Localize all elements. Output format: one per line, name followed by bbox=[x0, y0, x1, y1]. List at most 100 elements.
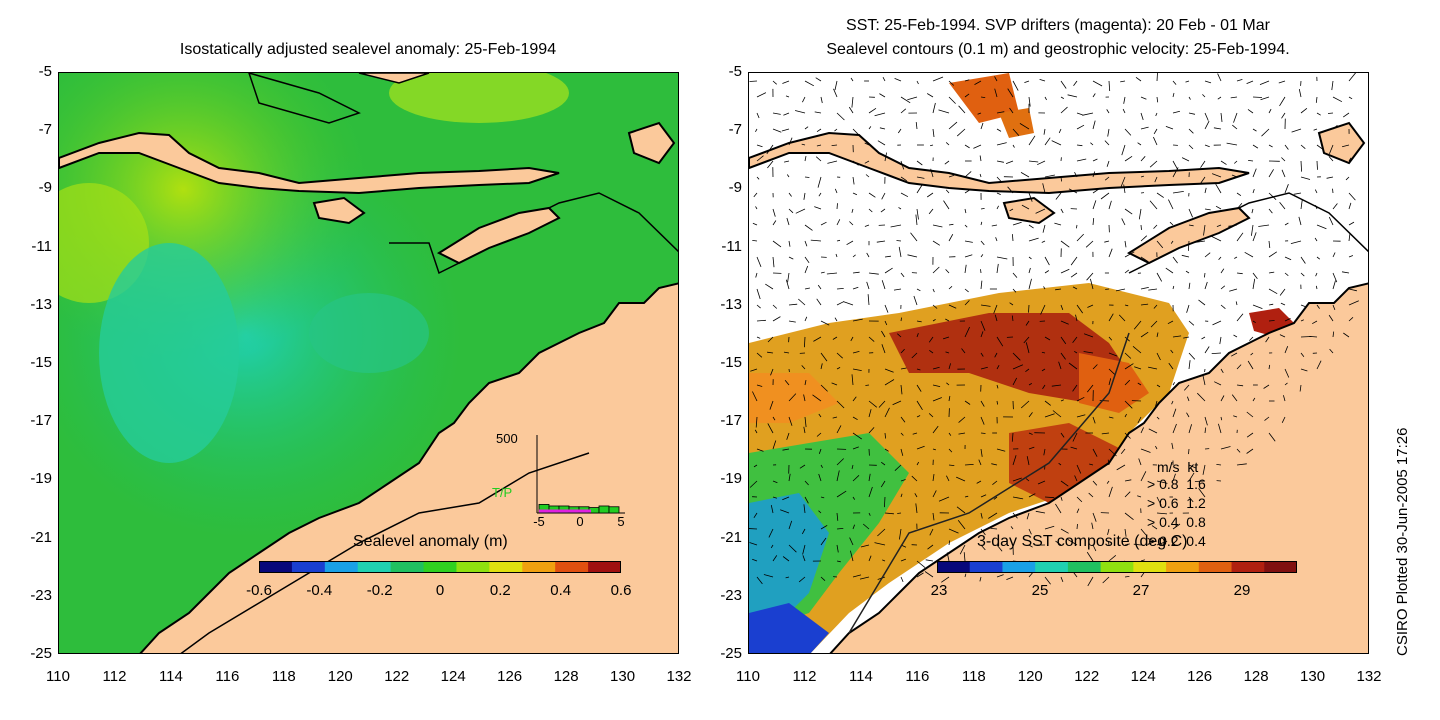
right-colorbar bbox=[937, 561, 1297, 573]
left-colorbar-label-2: -0.2 bbox=[366, 582, 393, 599]
inset-series-label: T/P bbox=[492, 485, 513, 500]
left-y-tick-0: -5 bbox=[38, 63, 52, 80]
speed-legend-row-2: > 0.4 0.8 bbox=[1147, 514, 1206, 530]
left-colorbar-cell-8 bbox=[522, 561, 556, 573]
left-colorbar-label-5: 0.4 bbox=[550, 582, 572, 599]
inset-max-label: 500 bbox=[496, 431, 518, 446]
left-y-tick-6: -17 bbox=[30, 412, 52, 430]
left-x-tick-3: 116 bbox=[215, 668, 240, 685]
sumba-island bbox=[312, 196, 366, 225]
left-colorbar-cell-2 bbox=[324, 561, 359, 573]
velocity-arrows bbox=[749, 73, 1359, 587]
left-y-tick-4: -13 bbox=[30, 295, 52, 313]
left-x-tick-11: 132 bbox=[666, 668, 692, 685]
right-y-tick-0: -5 bbox=[728, 63, 742, 80]
right-colorbar-cell-0 bbox=[937, 561, 971, 573]
left-map-svg bbox=[59, 73, 678, 653]
left-x-tick-5: 120 bbox=[327, 668, 353, 685]
left-colorbar-label-3: 0 bbox=[435, 582, 445, 599]
right-y-tick-10: -25 bbox=[720, 645, 742, 662]
right-x-tick-4: 118 bbox=[961, 668, 986, 685]
speed-legend-header: m/s kt bbox=[1157, 459, 1199, 475]
right-colorbar-cell-1 bbox=[969, 561, 1003, 573]
right-y-tick-1: -7 bbox=[728, 121, 742, 139]
inset-bar-7 bbox=[608, 506, 620, 514]
right-x-tick-2: 114 bbox=[848, 668, 873, 685]
timor-island bbox=[436, 206, 561, 265]
right-x-tick-6: 122 bbox=[1074, 668, 1100, 685]
right-panel-title-1: SST: 25-Feb-1994. SVP drifters (magenta)… bbox=[846, 17, 1270, 34]
right-x-tick-10: 130 bbox=[1300, 668, 1326, 685]
left-x-tick-6: 122 bbox=[384, 668, 410, 685]
right-x-tick-0: 110 bbox=[736, 668, 760, 685]
sst-patches bbox=[749, 73, 1294, 653]
right-y-tick-8: -21 bbox=[720, 528, 742, 546]
right-y-tick-2: -9 bbox=[728, 179, 742, 197]
lesser-sunda-islands bbox=[59, 131, 560, 195]
left-colorbar-label-1: -0.4 bbox=[306, 582, 333, 599]
left-colorbar-title: Sealevel anomaly (m) bbox=[353, 533, 508, 550]
right-x-tick-9: 128 bbox=[1243, 668, 1269, 685]
right-y-tick-5: -15 bbox=[720, 354, 742, 371]
right-y-tick-9: -23 bbox=[720, 586, 742, 604]
left-x-tick-4: 118 bbox=[271, 668, 296, 685]
sumba-island-right bbox=[1002, 196, 1056, 225]
left-colorbar-cell-1 bbox=[291, 561, 326, 573]
left-y-tick-3: -11 bbox=[31, 237, 52, 255]
left-y-tick-9: -23 bbox=[30, 586, 52, 604]
right-x-tick-11: 132 bbox=[1356, 668, 1382, 685]
left-x-tick-9: 128 bbox=[553, 668, 579, 685]
left-colorbar-label-0: -0.6 bbox=[246, 582, 272, 599]
left-y-tick-5: -15 bbox=[30, 354, 52, 371]
right-colorbar-cell-9 bbox=[1231, 561, 1265, 573]
left-x-tick-0: 110 bbox=[46, 668, 70, 685]
left-colorbar-cell-4 bbox=[390, 561, 425, 573]
right-colorbar-title: 3-day SST composite (deg C) bbox=[977, 533, 1188, 550]
right-x-tick-7: 124 bbox=[1130, 668, 1156, 685]
inset-x-label-1: 0 bbox=[576, 514, 584, 529]
left-colorbar-cell-9 bbox=[555, 561, 589, 573]
left-colorbar-cell-10 bbox=[588, 561, 621, 573]
left-panel-title: Isostatically adjusted sealevel anomaly:… bbox=[179, 41, 557, 58]
left-map-panel: Sealevel anomaly (m) -0.6 -0.4 -0.2 0 0.2 0.4… bbox=[58, 72, 679, 654]
left-colorbar-cell-0 bbox=[259, 561, 293, 573]
inset-bar-6 bbox=[598, 505, 610, 514]
australia-land bbox=[139, 282, 678, 653]
speed-legend-row-1: > 0.6 1.2 bbox=[1147, 495, 1206, 511]
right-x-tick-1: 112 bbox=[792, 668, 817, 685]
left-colorbar bbox=[259, 561, 621, 573]
right-colorbar-cell-6 bbox=[1133, 561, 1167, 573]
right-colorbar-label-0: 23 bbox=[930, 582, 948, 599]
left-x-tick-2: 114 bbox=[158, 668, 183, 685]
right-colorbar-label-1: 25 bbox=[1031, 582, 1049, 599]
inset-chart bbox=[536, 435, 625, 514]
left-x-tick-10: 130 bbox=[610, 668, 636, 685]
right-colorbar-cell-5 bbox=[1100, 561, 1134, 573]
left-y-tick-2: -9 bbox=[38, 179, 52, 197]
left-colorbar-cell-7 bbox=[489, 561, 523, 573]
right-y-tick-6: -17 bbox=[720, 412, 742, 430]
inset-x-label-0: -5 bbox=[533, 514, 545, 529]
right-colorbar-cell-3 bbox=[1035, 561, 1069, 573]
right-x-tick-8: 126 bbox=[1187, 668, 1213, 685]
right-colorbar-cell-2 bbox=[1002, 561, 1036, 573]
lesser-sunda-islands-right bbox=[749, 131, 1250, 195]
left-x-tick-8: 126 bbox=[497, 668, 523, 685]
speed-legend-row-3: > 0.2 0.4 bbox=[1147, 533, 1206, 549]
left-x-tick-7: 124 bbox=[440, 668, 466, 685]
left-colorbar-label-6: 0.6 bbox=[610, 582, 632, 599]
right-y-tick-7: -19 bbox=[720, 470, 742, 488]
left-colorbar-label-4: 0.2 bbox=[489, 582, 511, 599]
left-y-tick-8: -21 bbox=[30, 528, 52, 546]
right-colorbar-label-2: 27 bbox=[1132, 582, 1150, 599]
left-y-tick-10: -25 bbox=[30, 645, 52, 662]
right-y-tick-3: -11 bbox=[721, 237, 742, 255]
right-map-panel: m/s kt > 0.8 1.6 > 0.6 1.2 > 0.4 0.8 > 0.2 … bbox=[748, 72, 1369, 654]
right-map-svg bbox=[749, 73, 1368, 653]
right-panel-title-2: Sealevel contours (0.1 m) and geostrophi… bbox=[826, 41, 1290, 58]
right-x-tick-3: 116 bbox=[905, 668, 930, 685]
right-colorbar-cell-7 bbox=[1166, 561, 1200, 573]
left-colorbar-cell-6 bbox=[456, 561, 490, 573]
right-colorbar-cell-4 bbox=[1067, 561, 1102, 573]
timor-island-right bbox=[1126, 206, 1251, 265]
